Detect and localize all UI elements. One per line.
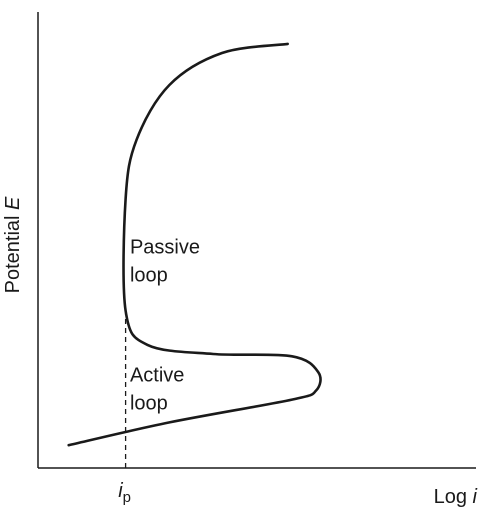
annotation-line: Active (130, 364, 184, 386)
x-tick-variable: i (118, 480, 123, 502)
x-axis-label: Log i (434, 486, 478, 508)
tick-labels: ip (118, 480, 131, 506)
x-axis-label-variable: i (473, 486, 478, 508)
y-axis-label: Potential E (2, 196, 24, 293)
y-axis-label-prefix: Potential (2, 210, 24, 293)
annotation-active-loop: Active loop (130, 364, 184, 414)
annotation-passive-loop: Passive loop (130, 237, 200, 287)
series-layer (67, 42, 322, 447)
axes (37, 12, 476, 469)
annotations: Passive loop Active loop (130, 237, 200, 415)
annotation-line: Passive (130, 237, 200, 259)
y-axis-label-variable: E (2, 196, 24, 210)
annotation-line: loop (130, 265, 168, 287)
x-tick-label-ip: ip (118, 480, 131, 506)
x-axis-label-prefix: Log (434, 486, 473, 508)
x-tick-subscript: p (123, 489, 131, 506)
annotation-line: loop (130, 392, 168, 414)
polarization-curve-0 (67, 42, 322, 447)
